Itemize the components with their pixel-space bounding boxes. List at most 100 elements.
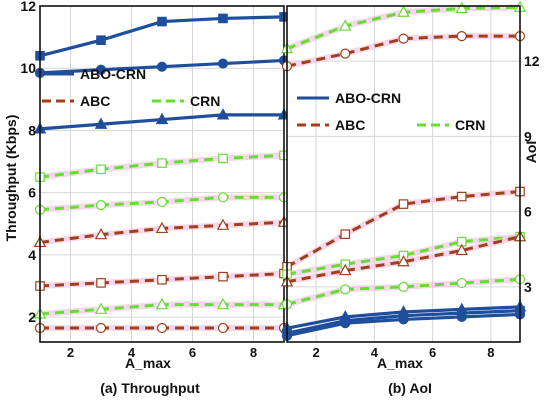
panel-aoi: 2 4 6 8 3 6 9 12 ABO-CRN ABC CRN	[280, 0, 540, 360]
x-tick-label: 2	[67, 345, 74, 360]
data-point	[456, 30, 467, 42]
data-point	[398, 33, 409, 44]
data-point	[398, 314, 409, 325]
series-line	[286, 190, 521, 269]
y-axis-label-aoi: AoI	[523, 141, 539, 164]
x-axis-label-throughput: A_max	[125, 355, 171, 371]
x-tick-label: 6	[429, 345, 436, 360]
y-tick-label: 12	[20, 0, 36, 14]
legend-label: ABO-CRN	[335, 90, 401, 106]
data-point	[455, 243, 468, 256]
y-tick-label: 3	[524, 279, 532, 295]
x-axis-label-aoi: A_max	[377, 355, 423, 371]
data-point	[156, 61, 168, 72]
data-point	[456, 191, 467, 202]
data-point	[340, 48, 351, 59]
data-point	[95, 200, 107, 211]
data-point	[95, 322, 107, 334]
data-point	[398, 281, 409, 292]
data-point	[155, 112, 169, 125]
legend-item-abo-crn: ABO-CRN	[297, 90, 401, 106]
data-point	[94, 302, 108, 314]
data-point	[96, 164, 106, 175]
y-tick-label: 4	[28, 247, 36, 263]
data-point	[455, 1, 468, 14]
data-point	[218, 13, 228, 24]
data-point	[456, 277, 467, 289]
data-point	[217, 58, 229, 69]
data-point	[94, 117, 108, 129]
series-7	[33, 297, 291, 319]
plot-frame	[39, 5, 285, 343]
data-point	[339, 19, 352, 31]
data-point	[216, 218, 230, 230]
data-point	[340, 284, 351, 295]
x-tick-label: 8	[487, 345, 494, 360]
series-5	[281, 274, 526, 310]
legend-item-abc: ABC	[297, 117, 365, 133]
legend: ABO-CRN ABC CRN	[297, 90, 485, 133]
data-point	[340, 318, 351, 329]
data-point	[340, 229, 351, 239]
y-tick-label: 10	[20, 60, 36, 76]
series-line	[286, 277, 521, 306]
data-point	[156, 322, 168, 334]
legend-label: ABO-CRN	[80, 66, 146, 82]
y-tick-label: 6	[28, 185, 36, 201]
y-tick-label: 9	[524, 128, 532, 144]
series-4	[34, 192, 290, 215]
y-tick-label: 6	[524, 204, 532, 220]
data-point	[216, 108, 230, 120]
data-point	[397, 5, 410, 17]
x-tick-label: 4	[128, 345, 136, 360]
data-point	[217, 192, 229, 203]
plot-frame	[286, 5, 521, 343]
data-point	[157, 158, 167, 168]
data-point	[217, 322, 229, 334]
data-point	[96, 278, 106, 288]
data-point	[155, 221, 169, 234]
series-line	[286, 235, 521, 284]
data-point	[218, 271, 228, 282]
data-point	[157, 274, 167, 285]
data-point	[339, 263, 352, 276]
x-tick-label: 8	[250, 345, 257, 360]
legend-label: CRN	[190, 93, 220, 109]
legend-item-crn: CRN	[152, 93, 220, 109]
y-axis-label-throughput: Throughput (Kbps)	[3, 115, 19, 242]
series-2	[282, 186, 525, 272]
legend-label: ABC	[335, 117, 365, 133]
data-point	[397, 255, 410, 267]
series-1	[281, 30, 526, 72]
legend-label: ABC	[80, 93, 110, 109]
legend-item-abc: ABC	[42, 93, 110, 109]
data-point	[155, 297, 169, 310]
y-tick-label: 8	[28, 122, 36, 138]
data-point	[157, 16, 167, 27]
panel-throughput: 2 4 6 8 2 4 6 8 10 12 ABO-CRN ABC CRN	[20, 0, 291, 360]
series-4	[280, 229, 527, 287]
y-tick-label: 12	[524, 53, 540, 69]
x-tick-label: 2	[313, 345, 320, 360]
data-point	[216, 297, 230, 310]
data-point	[156, 196, 168, 208]
caption-throughput: (a) Throughput	[100, 380, 200, 396]
series-5	[33, 215, 291, 248]
data-point	[456, 311, 467, 323]
legend: ABO-CRN ABC CRN	[42, 66, 220, 109]
caption-aoi: (b) AoI	[388, 380, 432, 396]
data-point	[94, 227, 108, 240]
data-point	[96, 35, 106, 46]
series-line	[286, 235, 521, 276]
legend-item-crn: CRN	[417, 117, 485, 133]
legend-label: CRN	[455, 117, 485, 133]
data-point	[398, 199, 409, 209]
series-line	[286, 34, 520, 68]
data-point	[218, 153, 228, 164]
data-point	[95, 64, 107, 75]
x-tick-label: 4	[371, 345, 379, 360]
x-tick-label: 6	[189, 345, 196, 360]
y-tick-label: 2	[28, 309, 36, 325]
